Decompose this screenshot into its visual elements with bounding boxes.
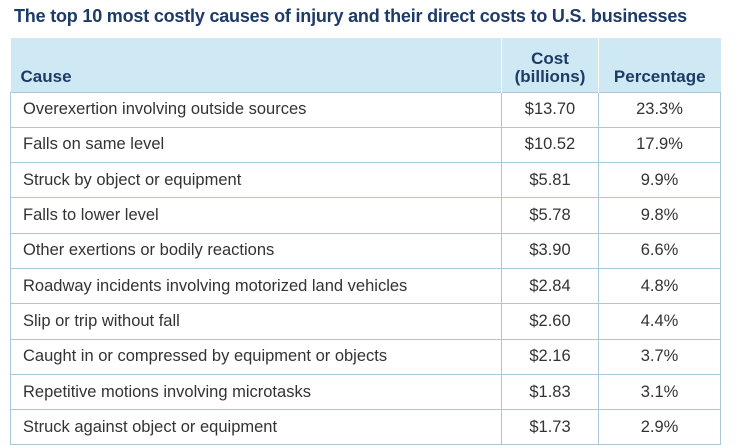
cell-cause: Caught in or compressed by equipment or … [10, 338, 502, 375]
table-title: The top 10 most costly causes of injury … [14, 6, 687, 26]
header-cause: Cause [20, 66, 72, 86]
header-cost-line1: Cost [531, 48, 569, 68]
cell-cost: $1.73 [501, 409, 599, 445]
cell-cause: Falls on same level [10, 126, 502, 164]
cell-percentage: 23.3% [598, 91, 721, 128]
cell-percentage: 3.1% [598, 373, 721, 411]
cell-cause: Slip or trip without fall [10, 303, 502, 340]
table-row: Roadway incidents involving motorized la… [10, 267, 721, 305]
header-percentage: Percentage [598, 38, 721, 92]
table-row: Falls to lower level $5.78 9.8% [10, 197, 721, 234]
table-row: Repetitive motions involving microtasks … [10, 373, 721, 411]
cell-cause: Struck against object or equipment [10, 409, 502, 445]
table-row: Falls on same level $10.52 17.9% [10, 126, 721, 164]
table-row: Struck by object or equipment $5.81 9.9% [10, 162, 721, 199]
cell-percentage: 9.8% [598, 197, 721, 234]
header-cost-line2: (billions) [514, 66, 586, 86]
cell-percentage: 4.8% [598, 267, 721, 305]
cell-cost: $1.83 [501, 373, 599, 411]
injury-costs-table: Cause Cost (billions) Percentage Overexe… [10, 38, 721, 445]
cell-percentage: 6.6% [598, 232, 721, 269]
table-body: Overexertion involving outside sources $… [10, 91, 721, 445]
cell-cause: Falls to lower level [10, 197, 502, 234]
cell-percentage: 9.9% [598, 162, 721, 199]
cell-cause: Overexertion involving outside sources [10, 91, 502, 128]
cell-cause: Other exertions or bodily reactions [10, 232, 502, 269]
table-row: Caught in or compressed by equipment or … [10, 338, 721, 375]
cell-cost: $5.81 [501, 162, 599, 199]
header-row: Cause Cost (billions) Percentage [10, 38, 721, 92]
cell-percentage: 3.7% [598, 338, 721, 375]
cell-cause: Repetitive motions involving microtasks [10, 373, 502, 411]
cell-cost: $5.78 [501, 197, 599, 234]
table-row: Overexertion involving outside sources $… [10, 91, 721, 128]
table-row: Slip or trip without fall $2.60 4.4% [10, 303, 721, 340]
cell-cost: $2.16 [501, 338, 599, 375]
cell-cost: $13.70 [501, 91, 599, 128]
cell-cost: $3.90 [501, 232, 599, 269]
cell-cause: Roadway incidents involving motorized la… [10, 267, 502, 305]
cell-percentage: 17.9% [598, 126, 721, 164]
cell-cause: Struck by object or equipment [10, 162, 502, 199]
cell-cost: $2.60 [501, 303, 599, 340]
cell-cost: $2.84 [501, 267, 599, 305]
cell-percentage: 4.4% [598, 303, 721, 340]
header-cost: Cost (billions) [501, 38, 599, 92]
cell-percentage: 2.9% [598, 409, 721, 445]
table-row: Other exertions or bodily reactions $3.9… [10, 232, 721, 269]
table-row: Struck against object or equipment $1.73… [10, 409, 721, 445]
cell-cost: $10.52 [501, 126, 599, 164]
